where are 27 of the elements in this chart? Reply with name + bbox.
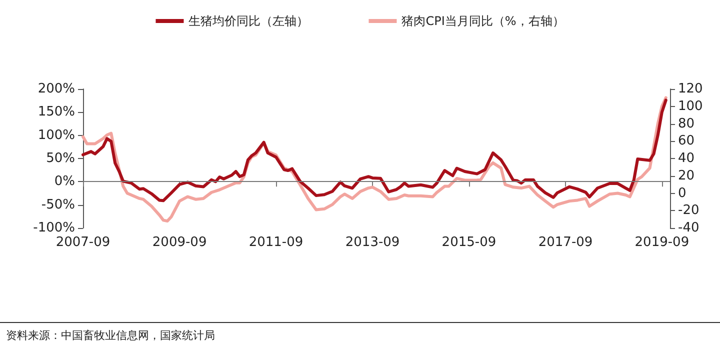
y2-tick-label: 80 xyxy=(678,116,695,132)
legend-label: 生猪均价同比（左轴） xyxy=(188,14,309,28)
y2-tick-label: 60 xyxy=(678,134,695,149)
legend-label: 猪肉CPI当月同比（%，右轴） xyxy=(402,14,564,28)
y2-tick-label: 100 xyxy=(678,98,703,114)
y-tick-label: -100% xyxy=(33,220,75,236)
y2-tick-label: -20 xyxy=(678,203,700,218)
line-series xyxy=(82,98,668,202)
y-tick-label: 100% xyxy=(38,128,75,143)
y2-tick-label: -40 xyxy=(678,220,700,236)
y2-tick-label: 0 xyxy=(678,186,686,201)
y2-tick-label: 20 xyxy=(678,168,695,184)
x-tick-label: 2009-09 xyxy=(152,235,207,250)
y-tick-label: 0% xyxy=(54,174,75,190)
x-tick-label: 2011-09 xyxy=(248,235,304,250)
y-tick-label: 150% xyxy=(38,104,75,120)
x-tick-label: 2007-09 xyxy=(56,235,110,250)
y-tick-label: 50% xyxy=(46,151,75,166)
y2-tick-label: 40 xyxy=(678,151,695,166)
x-tick-label: 2015-09 xyxy=(442,235,496,250)
x-tick-label: 2019-09 xyxy=(634,235,690,250)
x-tick-label: 2013-09 xyxy=(345,235,400,250)
x-tick-label: 2017-09 xyxy=(538,235,593,250)
y2-tick-label: 120 xyxy=(678,82,703,96)
y-tick-label: -50% xyxy=(41,197,75,212)
y-tick-label: 200% xyxy=(38,82,75,96)
text: 资料来源：中国畜牧业信息网，国家统计局 xyxy=(6,328,215,343)
